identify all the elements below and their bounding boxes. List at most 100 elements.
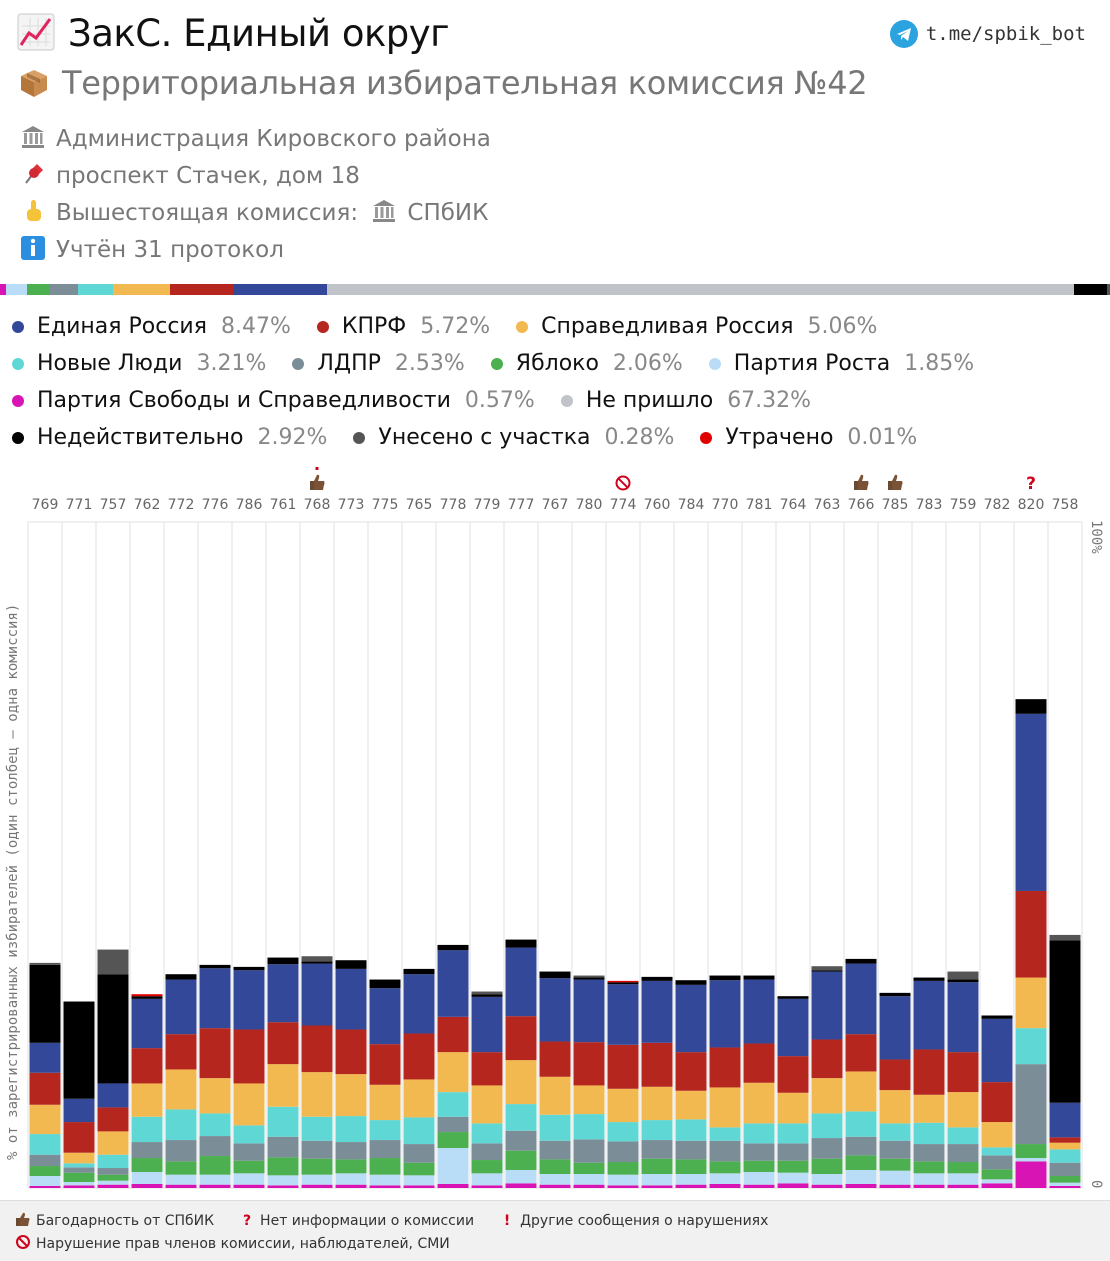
pointing-up-icon [20, 198, 46, 224]
bar-segment-ldpr [132, 1142, 163, 1158]
bar-segment-yab [574, 1163, 605, 1174]
category-label: 772 [168, 497, 195, 513]
bar-segment-er [574, 980, 605, 1043]
bar-segment-inv [234, 967, 265, 970]
bar-segment-rost [540, 1174, 571, 1185]
bar-segment-rost [744, 1172, 775, 1185]
bar-segment-er [404, 974, 435, 1033]
legend-dot [12, 395, 24, 407]
legend-label: Новые Люди [37, 351, 182, 376]
bar-segment-rost [676, 1174, 707, 1185]
legend-label: Недействительно [37, 425, 244, 450]
bar-segment-sr [948, 1092, 979, 1127]
bar-segment-lost [608, 981, 639, 982]
bar-segment-ldpr [336, 1142, 367, 1159]
bar-segment-er [132, 999, 163, 1048]
legend-dot [12, 358, 24, 370]
legend-label: КПРФ [342, 314, 406, 339]
bar-segment-er [166, 980, 197, 1035]
bar-segment-pss [982, 1183, 1013, 1188]
bar-segment-pss [234, 1185, 265, 1188]
bar-segment-pss [370, 1185, 401, 1188]
bar-segment-ldpr [642, 1140, 673, 1159]
bar-segment-ldpr [710, 1141, 741, 1162]
classical-building-icon [20, 124, 46, 150]
summary-segment-not [327, 284, 1074, 295]
bar-segment-pss [336, 1185, 367, 1188]
bar-segment-kprf [846, 1034, 877, 1071]
bar-segment-nl [30, 1134, 61, 1155]
category-label: 757 [100, 497, 127, 513]
bar-segment-sr [608, 1089, 639, 1122]
telegram-link[interactable]: t.me/spbik_bot [890, 20, 1086, 48]
package-icon [18, 67, 50, 99]
bar-segment-yab [812, 1159, 843, 1174]
bar-segment-kprf [1016, 891, 1047, 978]
exclamation-icon: ! [498, 1213, 516, 1229]
bar-segment-ldpr [302, 1141, 333, 1159]
bar-segment-er [778, 999, 809, 1056]
bar-segment-pss [404, 1185, 435, 1188]
legend-label: Справедливая Россия [541, 314, 793, 339]
bar-segment-pss [812, 1185, 843, 1188]
bar-segment-er [914, 981, 945, 1050]
page-subtitle: Территориальная избирательная комиссия №… [18, 64, 867, 102]
bar-segment-inv [914, 978, 945, 981]
bar-segment-yab [268, 1157, 299, 1175]
bar-segment-kprf [98, 1107, 129, 1131]
legend-value: 5.72% [420, 314, 490, 339]
bar-segment-kprf [166, 1034, 197, 1069]
category-label: 781 [746, 497, 773, 513]
bar-segment-rost [30, 1176, 61, 1186]
bar-segment-rost [608, 1175, 639, 1186]
bar-segment-er [982, 1019, 1013, 1082]
bar-segment-ldpr [608, 1141, 639, 1162]
information-icon [20, 235, 46, 261]
bar-segment-yab [166, 1161, 197, 1174]
bar-segment-nl [778, 1123, 809, 1143]
bar-segment-rost [1050, 1183, 1081, 1186]
prohibited-icon [14, 1234, 32, 1254]
bar-segment-sr [234, 1083, 265, 1125]
bar-segment-pss [268, 1185, 299, 1188]
bar-segment-inv [438, 945, 469, 950]
bar-segment-er [642, 981, 673, 1043]
bar-segment-er [472, 997, 503, 1052]
footer-thanks-text: Багодарность от СПбИК [36, 1213, 214, 1229]
subtitle-text: Территориальная избирательная комиссия №… [62, 64, 867, 102]
bar-segment-yab [948, 1162, 979, 1173]
legend-dot [516, 321, 528, 333]
bar-segment-yab [234, 1161, 265, 1174]
bar-segment-sr [404, 1079, 435, 1117]
bar-segment-inv [812, 970, 843, 971]
bar-segment-inv [30, 965, 61, 1043]
bar-segment-rost [948, 1173, 979, 1184]
bar-segment-inv [880, 993, 911, 996]
summary-segment-yab [27, 284, 50, 295]
bar-segment-inv [506, 940, 537, 948]
bar-segment-taken [1050, 935, 1081, 940]
bar-segment-kprf [336, 1029, 367, 1074]
legend-dot [317, 321, 329, 333]
legend-dot [709, 358, 721, 370]
summary-segment-rost [6, 284, 27, 295]
bar-segment-lost [132, 994, 163, 996]
bar-segment-kprf [234, 1029, 265, 1083]
category-label: 763 [814, 497, 841, 513]
parent-name[interactable]: СПбИК [407, 200, 488, 226]
bar-segment-sr [200, 1078, 231, 1113]
bar-segment-yab [200, 1156, 231, 1175]
bar-segment-rost [880, 1171, 911, 1185]
bar-segment-nl [1050, 1149, 1081, 1162]
bar-segment-rost [200, 1175, 231, 1185]
bar-segment-pss [200, 1185, 231, 1188]
bar-segment-kprf [540, 1041, 571, 1076]
bar-segment-taken [948, 972, 979, 980]
question-icon: ? [238, 1213, 256, 1229]
bar-segment-nl [846, 1111, 877, 1136]
bar-segment-kprf [1050, 1137, 1081, 1142]
